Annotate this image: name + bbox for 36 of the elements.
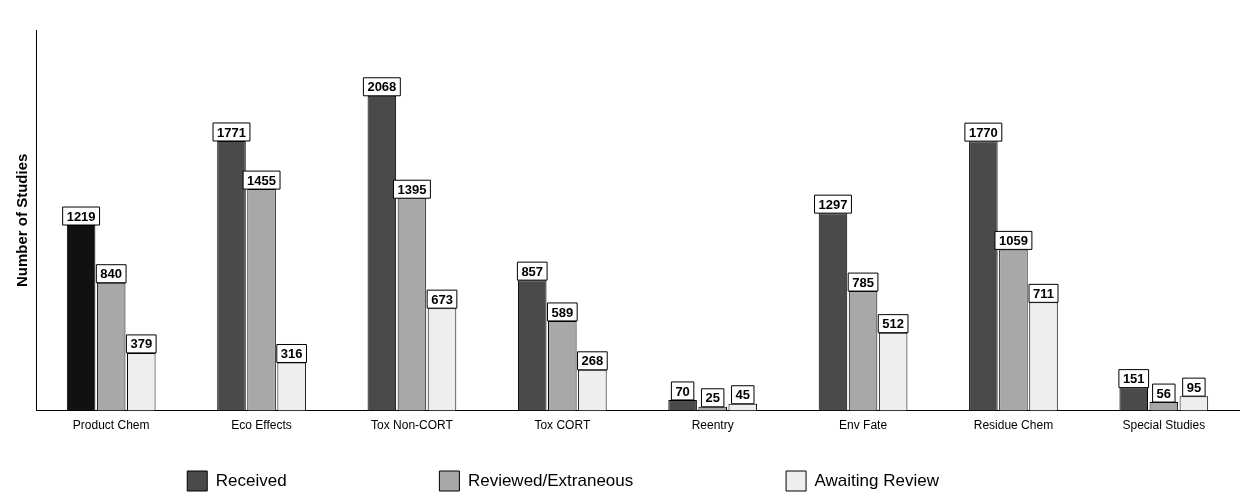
x-tick-label: Product Chem	[72, 418, 150, 433]
data-label: 70	[675, 383, 690, 399]
x-tick-label: Special Studies	[1122, 418, 1206, 433]
data-label: 316	[280, 346, 303, 362]
data-label: 589	[551, 304, 574, 320]
data-label: 2068	[367, 79, 397, 95]
data-label: 1297	[818, 196, 848, 212]
x-tick-label: Residue Chem	[973, 418, 1054, 433]
data-label: 1059	[998, 232, 1028, 248]
data-label: 673	[431, 291, 453, 307]
data-label: 512	[882, 316, 904, 332]
data-label: 711	[1033, 285, 1054, 301]
legend-label: Received	[215, 470, 410, 490]
x-tick-label: Reentry	[691, 418, 734, 433]
legend-label: Reviewed/Extraneous	[467, 470, 757, 490]
data-label: 1395	[397, 181, 427, 197]
data-label: 1771	[217, 124, 246, 140]
data-label: 857	[521, 263, 544, 279]
x-tick-label: Env Fate	[839, 418, 888, 433]
data-label: 268	[581, 353, 604, 369]
data-label: 25	[705, 390, 720, 406]
data-label: 1770	[968, 124, 998, 140]
data-label: 151	[1122, 371, 1145, 387]
data-label: 785	[852, 274, 874, 290]
data-label: 95	[1186, 379, 1202, 395]
x-tick-label: Tox Non-CORT	[371, 418, 454, 433]
x-tick-label: Tox CORT	[534, 418, 591, 433]
data-label: 45	[735, 387, 750, 403]
data-label: 1219	[66, 208, 96, 224]
data-label: 840	[100, 266, 123, 282]
data-label: 379	[130, 336, 153, 352]
data-label: 56	[1156, 385, 1172, 401]
x-tick-label: Eco Effects	[231, 418, 292, 433]
legend-label: Awaiting Review	[814, 470, 1062, 490]
y-axis-title: Number of Studies	[13, 153, 31, 287]
data-label: 1455	[247, 172, 277, 188]
